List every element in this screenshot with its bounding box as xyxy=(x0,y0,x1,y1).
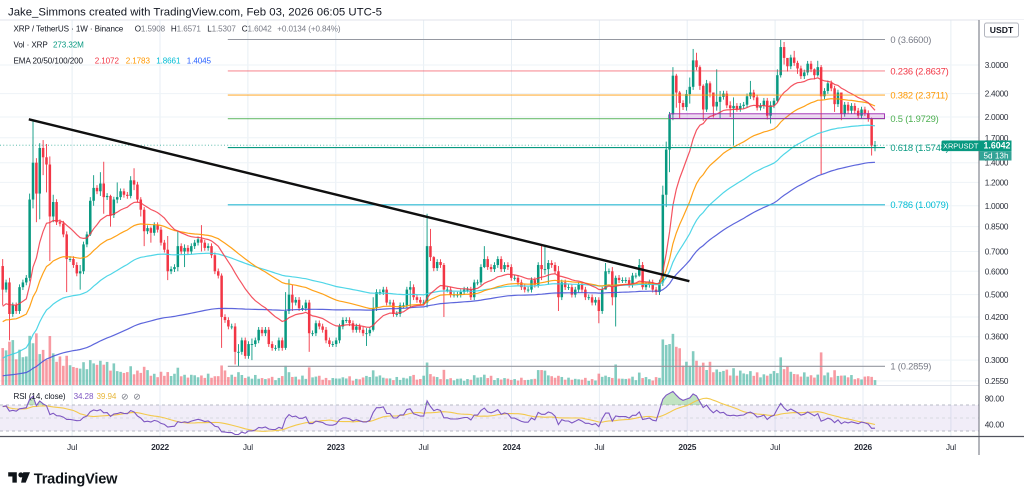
svg-text:0.5 (1.9729): 0.5 (1.9729) xyxy=(890,113,938,124)
svg-text:EMA 20/50/100/200: EMA 20/50/100/200 xyxy=(14,56,84,65)
svg-text:2.4000: 2.4000 xyxy=(985,90,1009,99)
svg-text:Jul: Jul xyxy=(594,442,604,452)
svg-text:0.3600: 0.3600 xyxy=(985,333,1009,342)
svg-text:1.4045: 1.4045 xyxy=(187,56,212,65)
svg-text:Jul: Jul xyxy=(770,442,780,452)
svg-text:XRPUSDT: XRPUSDT xyxy=(943,141,979,150)
svg-text:0.2550: 0.2550 xyxy=(985,377,1009,386)
svg-text:XRP / TetherUS · 1W · Binance: XRP / TetherUS · 1W · Binance xyxy=(14,24,124,33)
svg-text:2024: 2024 xyxy=(503,442,521,452)
svg-text:0.236 (2.8637): 0.236 (2.8637) xyxy=(890,65,948,76)
svg-text:+0.0134 (+0.84%): +0.0134 (+0.84%) xyxy=(277,24,341,33)
svg-text:34.28: 34.28 xyxy=(74,392,94,401)
svg-text:USDT: USDT xyxy=(990,25,1014,35)
svg-text:2.1783: 2.1783 xyxy=(126,56,151,65)
svg-text:0.8500: 0.8500 xyxy=(985,223,1009,232)
svg-text:0.7000: 0.7000 xyxy=(985,248,1009,257)
svg-text:1.6042: 1.6042 xyxy=(984,141,1011,151)
svg-text:2.1072: 2.1072 xyxy=(95,56,120,65)
svg-text:Jul: Jul xyxy=(243,442,253,452)
svg-text:1.4000: 1.4000 xyxy=(985,159,1009,168)
svg-text:Jul: Jul xyxy=(946,442,956,452)
svg-text:2.0000: 2.0000 xyxy=(985,113,1009,122)
svg-text:1.8661: 1.8661 xyxy=(156,56,181,65)
svg-text:1.7000: 1.7000 xyxy=(985,134,1009,143)
svg-text:Vol · XRP: Vol · XRP xyxy=(14,40,48,49)
svg-text:1.2000: 1.2000 xyxy=(985,178,1009,187)
svg-text:2026: 2026 xyxy=(854,442,872,452)
svg-text:0 (3.6600): 0 (3.6600) xyxy=(890,34,931,45)
svg-text:Jul: Jul xyxy=(419,442,429,452)
svg-text:TradingView: TradingView xyxy=(34,471,118,487)
svg-text:0.4200: 0.4200 xyxy=(985,313,1009,322)
svg-text:L1.5307: L1.5307 xyxy=(207,24,236,33)
svg-text:0.3000: 0.3000 xyxy=(985,356,1009,365)
svg-text:Jake_Simmons created with Trad: Jake_Simmons created with TradingView.co… xyxy=(8,7,382,19)
svg-text:2022: 2022 xyxy=(151,442,169,452)
svg-text:40.00: 40.00 xyxy=(985,421,1005,430)
svg-text:RSI (14, close): RSI (14, close) xyxy=(14,392,66,401)
svg-text:⊘ ⊘: ⊘ ⊘ xyxy=(121,391,141,401)
svg-text:0.5000: 0.5000 xyxy=(985,291,1009,300)
svg-text:1 (0.2859): 1 (0.2859) xyxy=(890,361,931,372)
svg-text:Jul: Jul xyxy=(67,442,77,452)
svg-text:1.0000: 1.0000 xyxy=(985,202,1009,211)
svg-text:0.618 (1.5748): 0.618 (1.5748) xyxy=(890,142,948,153)
svg-text:C1.6042: C1.6042 xyxy=(242,24,273,33)
svg-text:0.786 (1.0079): 0.786 (1.0079) xyxy=(890,199,948,210)
svg-text:2023: 2023 xyxy=(327,442,345,452)
svg-text:5d 13h: 5d 13h xyxy=(984,152,1009,161)
svg-text:80.00: 80.00 xyxy=(985,395,1005,404)
svg-text:2025: 2025 xyxy=(678,442,696,452)
svg-text:0.382 (2.3711): 0.382 (2.3711) xyxy=(890,90,948,101)
svg-text:3.0000: 3.0000 xyxy=(985,61,1009,70)
svg-text:273.32M: 273.32M xyxy=(53,40,84,49)
svg-text:0.6000: 0.6000 xyxy=(985,267,1009,276)
svg-text:O1.5908: O1.5908 xyxy=(135,24,166,33)
svg-text:39.94: 39.94 xyxy=(97,392,117,401)
svg-text:H1.6571: H1.6571 xyxy=(171,24,202,33)
